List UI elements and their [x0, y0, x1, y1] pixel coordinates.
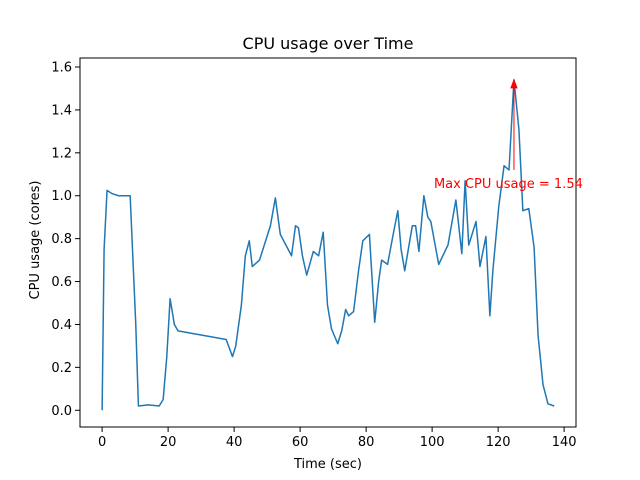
- data-line: [101, 79, 555, 411]
- y-tick-label: 0.0: [51, 404, 72, 419]
- x-tick-label: 140: [552, 435, 577, 450]
- y-tick-label: 0.6: [51, 275, 72, 290]
- y-axis-label: CPU usage (cores): [28, 181, 43, 300]
- x-tick-label: 0: [98, 435, 106, 450]
- x-tick-label: 40: [226, 435, 243, 450]
- y-tick-label: 1.6: [51, 61, 72, 76]
- chart-title: CPU usage over Time: [243, 34, 414, 53]
- x-tick-label: 100: [420, 435, 445, 450]
- x-tick-label: 120: [486, 435, 511, 450]
- y-tick-label: 0.4: [51, 318, 72, 333]
- x-tick-label: 20: [160, 435, 177, 450]
- y-tick-label: 0.2: [51, 361, 72, 376]
- x-tick-label: 80: [358, 435, 375, 450]
- y-tick-label: 0.8: [51, 232, 72, 247]
- y-tick-label: 1.0: [51, 189, 72, 204]
- y-tick-label: 1.4: [51, 103, 72, 118]
- plot-frame: [79, 57, 577, 428]
- annotation-text: Max CPU usage = 1.54: [434, 177, 583, 192]
- y-tick-label: 1.2: [51, 146, 72, 161]
- annotation-arrowhead: [510, 78, 518, 89]
- x-tick-label: 60: [292, 435, 309, 450]
- x-axis-label: Time (sec): [293, 457, 362, 472]
